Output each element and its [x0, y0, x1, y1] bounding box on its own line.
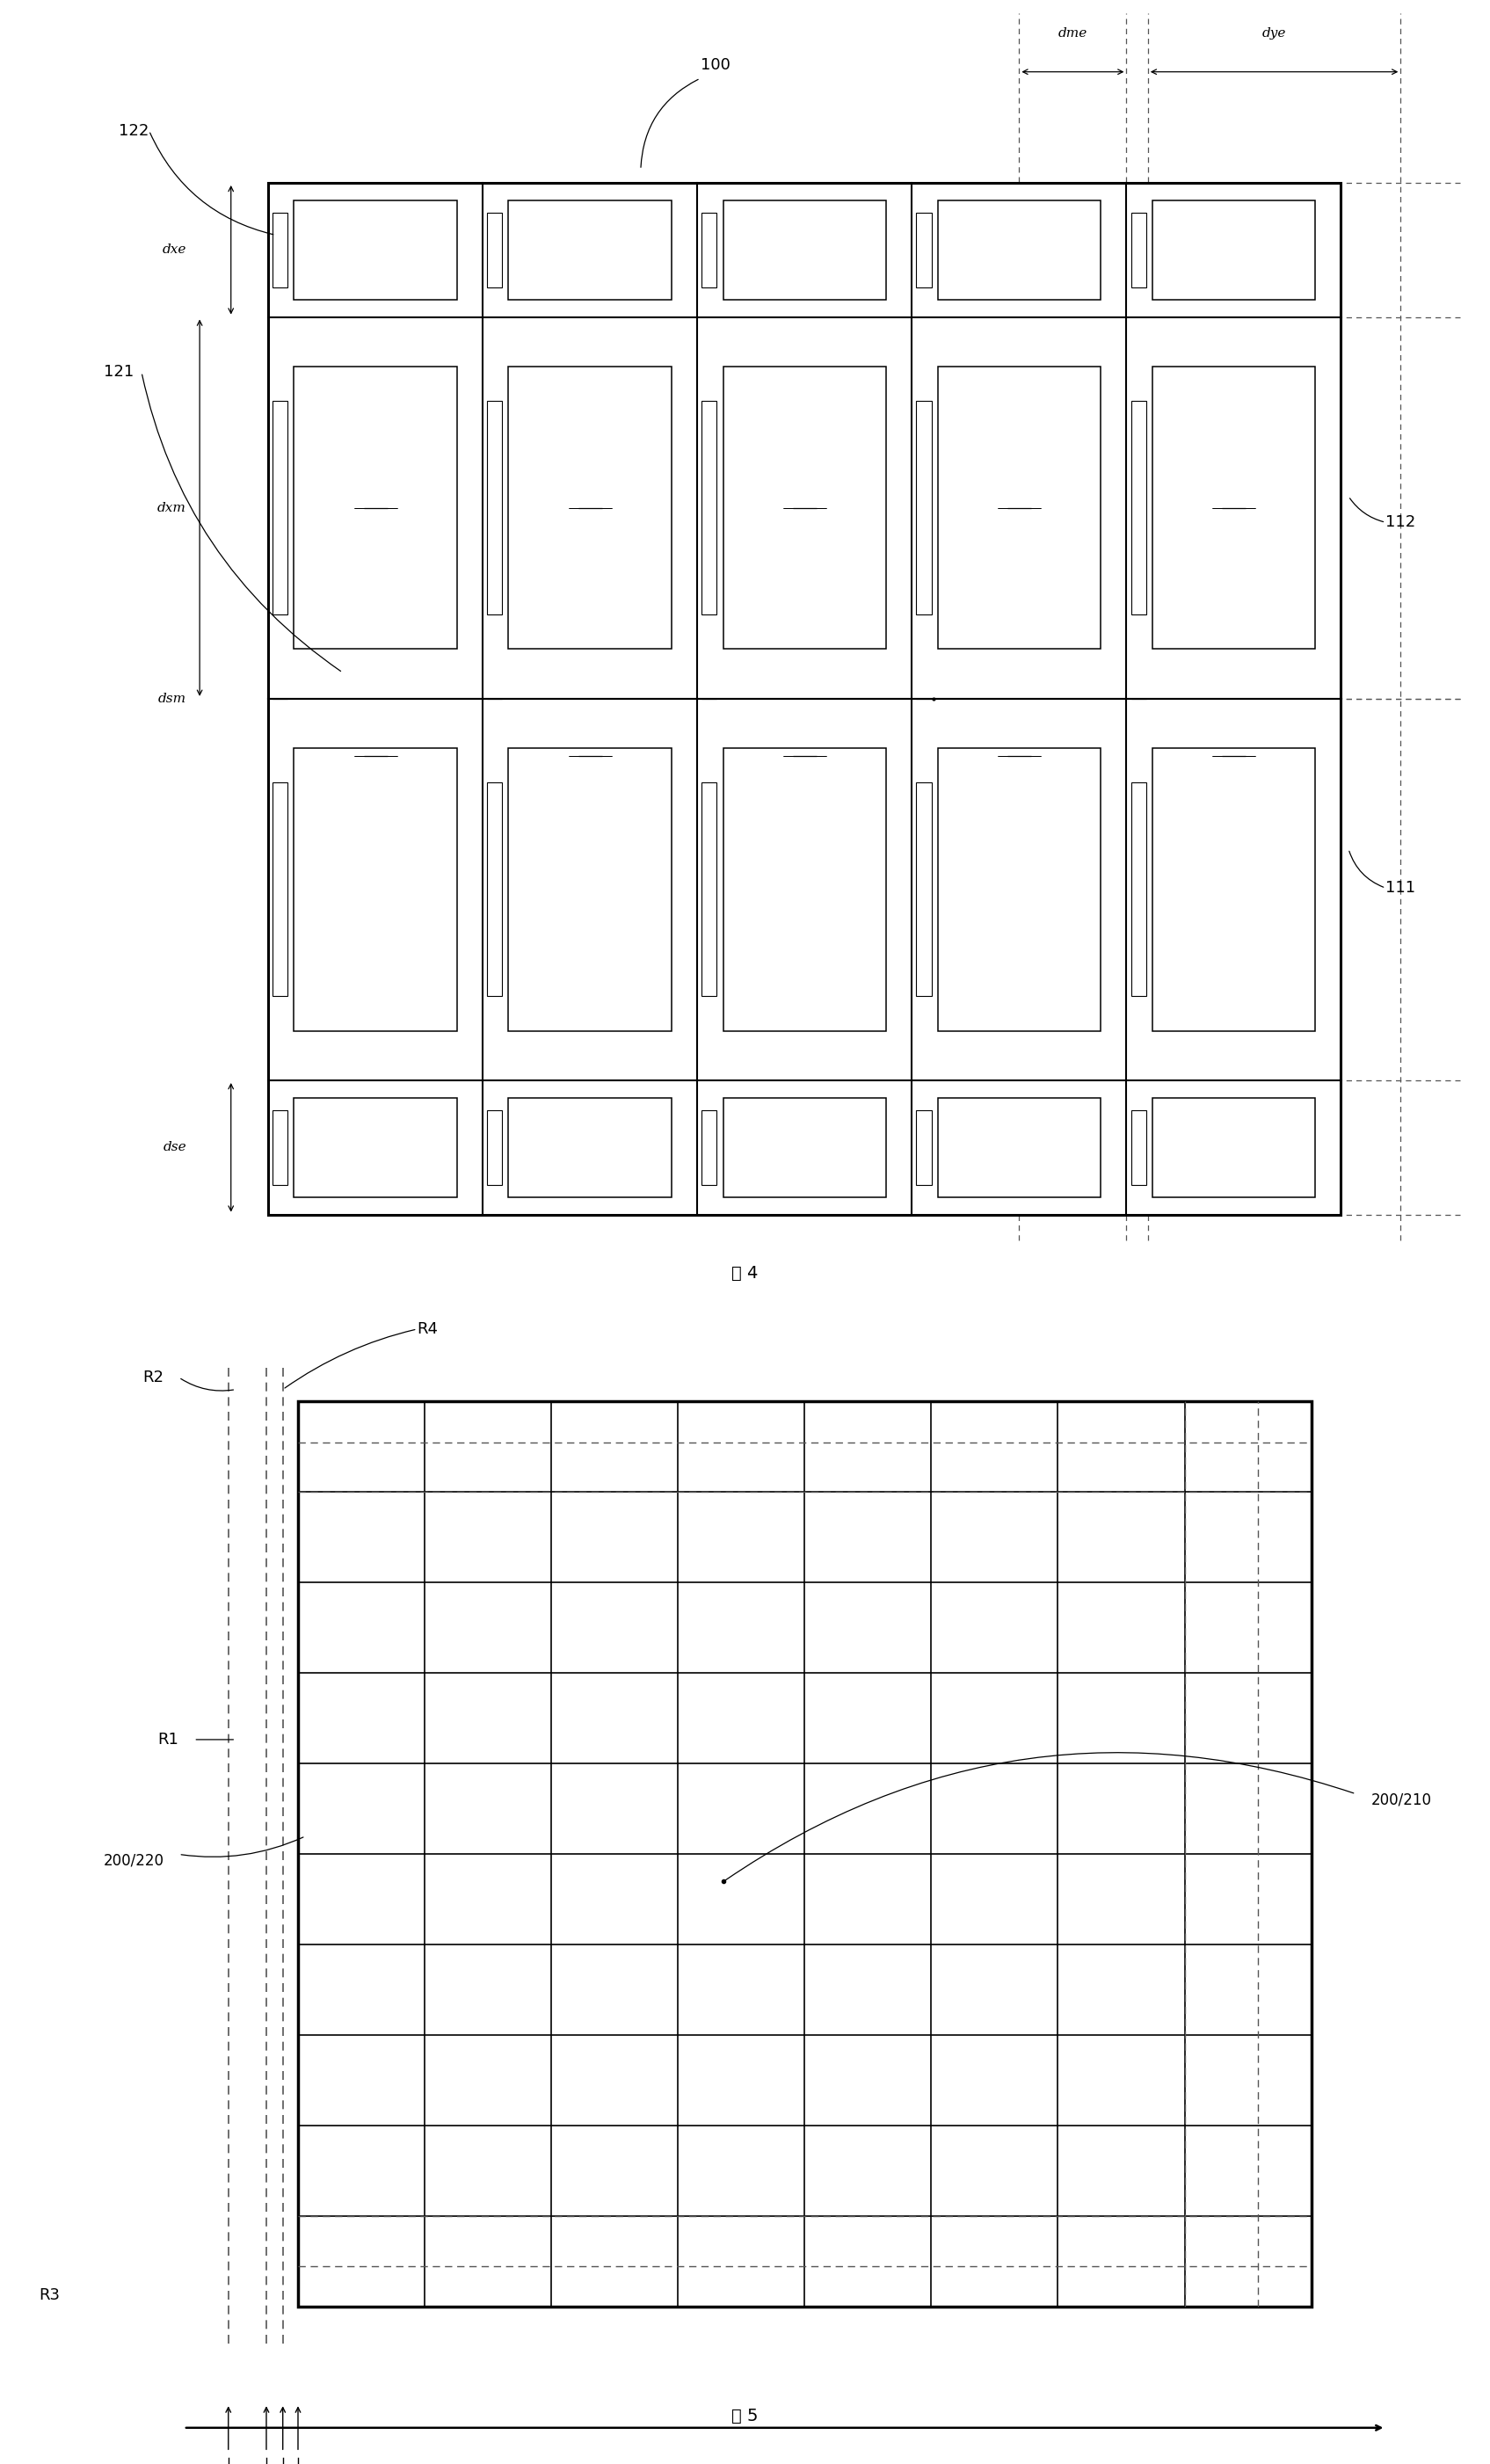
Bar: [294, 1099, 457, 1198]
Bar: [702, 784, 717, 995]
Text: dye: dye: [1262, 27, 1286, 39]
Bar: [916, 784, 931, 995]
Bar: [916, 212, 931, 288]
Bar: [702, 212, 717, 288]
Text: R2: R2: [143, 1370, 164, 1385]
Bar: [508, 749, 672, 1030]
Bar: [937, 367, 1101, 648]
Text: R4: R4: [417, 1321, 438, 1338]
Bar: [1152, 749, 1316, 1030]
Bar: [937, 1099, 1101, 1198]
Bar: [273, 212, 288, 288]
Bar: [937, 749, 1101, 1030]
Bar: [723, 200, 887, 301]
Bar: [294, 200, 457, 301]
Bar: [916, 402, 931, 614]
Bar: [1131, 784, 1146, 995]
Text: dxe: dxe: [162, 244, 186, 256]
Bar: [294, 367, 457, 648]
Bar: [487, 402, 502, 614]
Text: 200/210: 200/210: [1371, 1791, 1432, 1809]
Bar: [702, 402, 717, 614]
Bar: [723, 749, 887, 1030]
Text: dsm: dsm: [158, 692, 186, 705]
Text: 图 4: 图 4: [732, 1264, 758, 1281]
Text: 111: 111: [1386, 880, 1416, 897]
Bar: [1131, 1109, 1146, 1185]
Bar: [508, 367, 672, 648]
Bar: [937, 200, 1101, 301]
Text: 200/220: 200/220: [103, 1853, 164, 1868]
Bar: [916, 1109, 931, 1185]
Bar: [723, 1099, 887, 1198]
Bar: [702, 1109, 717, 1185]
Text: 121: 121: [104, 365, 134, 379]
Bar: [508, 1099, 672, 1198]
Text: dse: dse: [162, 1141, 186, 1153]
Text: 122: 122: [119, 123, 149, 138]
Bar: [273, 402, 288, 614]
Bar: [1131, 212, 1146, 288]
Bar: [1152, 367, 1316, 648]
Text: dxm: dxm: [158, 503, 186, 515]
Bar: [273, 784, 288, 995]
Text: dme: dme: [1058, 27, 1088, 39]
Bar: [298, 1402, 1311, 2306]
Text: 图 5: 图 5: [732, 2407, 758, 2425]
Bar: [487, 212, 502, 288]
Bar: [294, 749, 457, 1030]
Bar: [487, 1109, 502, 1185]
Bar: [273, 1109, 288, 1185]
Bar: [268, 182, 1341, 1215]
Bar: [508, 200, 672, 301]
Bar: [723, 367, 887, 648]
Text: 112: 112: [1386, 515, 1416, 530]
Text: 100: 100: [700, 57, 730, 74]
Bar: [487, 784, 502, 995]
Text: R3: R3: [39, 2287, 60, 2304]
Text: R1: R1: [158, 1732, 179, 1747]
Bar: [1152, 200, 1316, 301]
Bar: [1152, 1099, 1316, 1198]
Bar: [1131, 402, 1146, 614]
